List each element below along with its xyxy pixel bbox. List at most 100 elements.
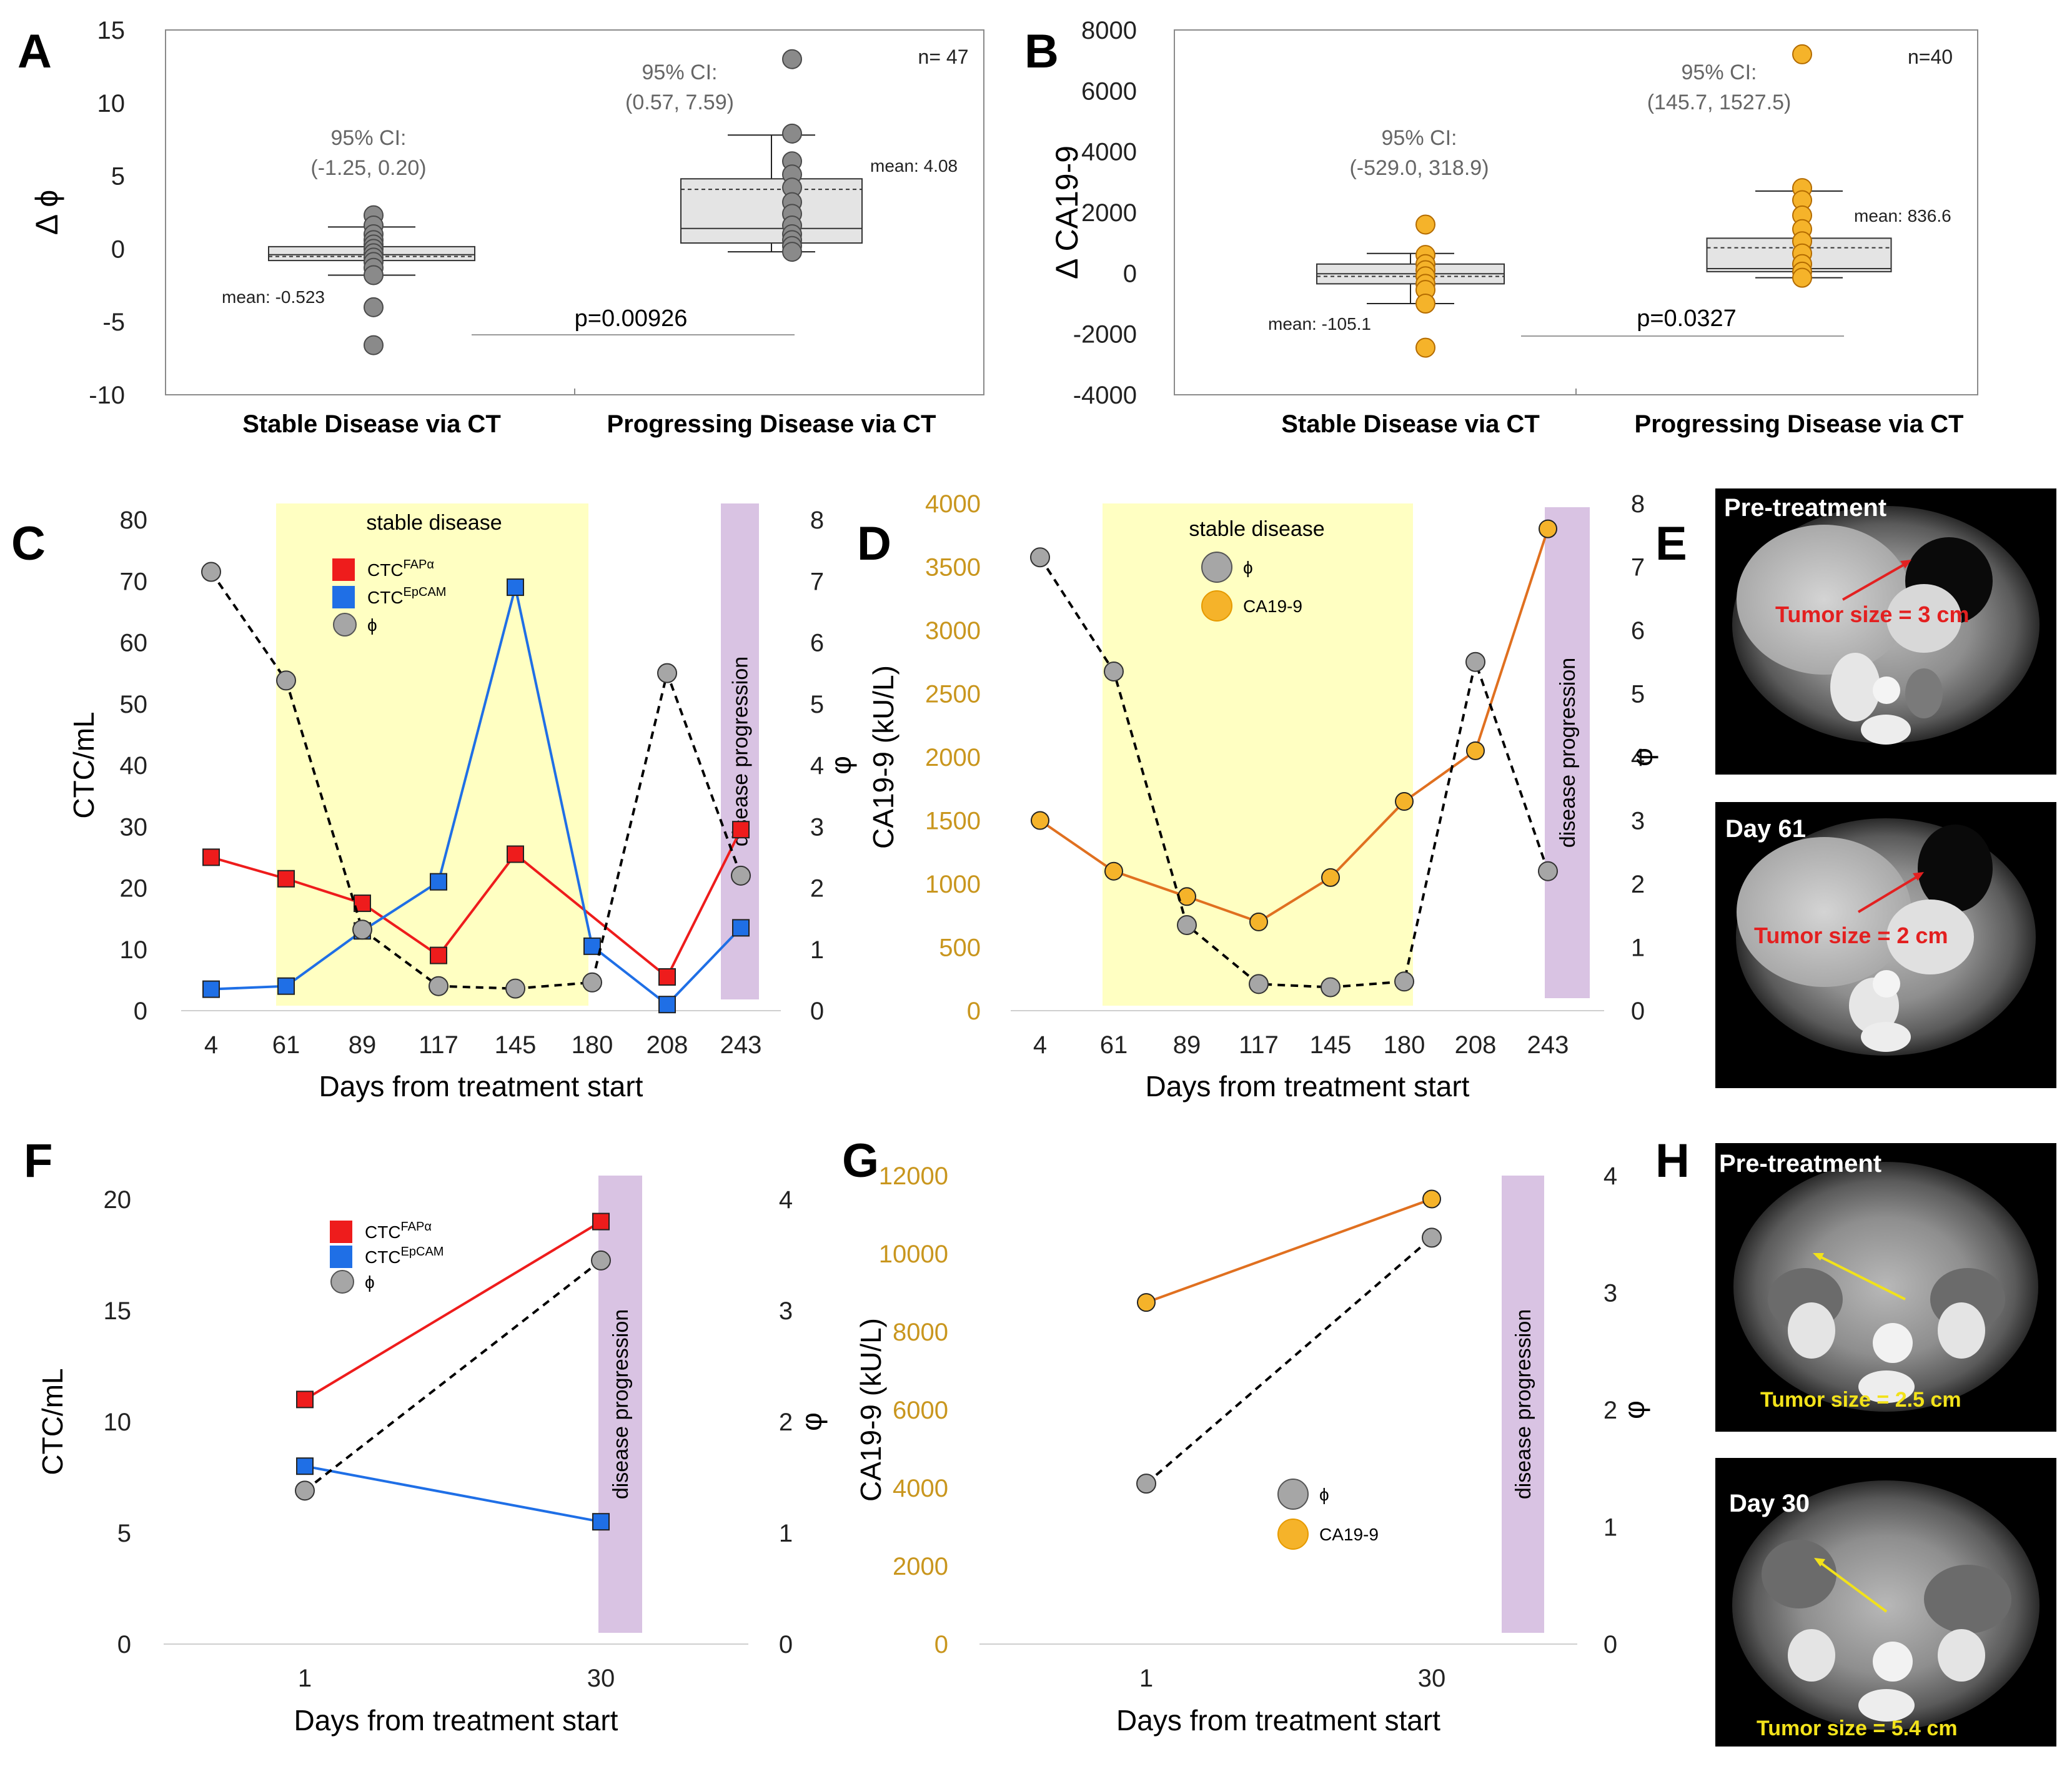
y-tick-label: 2000 [893,1553,948,1580]
ci-title: 95% CI: [642,61,718,84]
y-tick-label: 70 [120,568,148,595]
y-axis-label: CTC/mL [36,1368,69,1475]
data-marker-phi [591,1250,611,1271]
legend-label: ϕ [367,615,377,635]
legend-label-main: ϕ [367,615,377,635]
legend-swatch-phi [1277,1479,1309,1510]
y-tick-label: 1000 [925,871,981,898]
data-marker-phi [1030,547,1050,568]
y2-tick-label: 8 [810,507,824,534]
legend-label: CTCFAPα [365,1220,432,1242]
x-tick-label: 180 [1384,1031,1425,1059]
disease-progression-label: disease progression [1512,1309,1535,1499]
x-tick-label: 1 [298,1665,312,1692]
y2-tick-label: 5 [1631,681,1645,708]
data-marker-ctc-fap [277,870,295,888]
data-point [782,123,802,144]
data-marker-phi [429,976,449,996]
category-label: Progressing Disease via CT [1635,410,1964,438]
chart-g-ca199-timeline: disease progression 0 2000 4000 6000 8000 1000… [855,1162,1650,1737]
y2-tick-label: 0 [779,1631,793,1658]
arrowhead-icon [1814,1558,1825,1567]
legend-label-main: CTC [367,588,404,607]
arrowhead-icon [1913,872,1924,881]
y-tick-label: 2500 [925,681,981,708]
panel-label-e: E [1655,517,1687,570]
y2-tick-label: 2 [1631,871,1645,898]
y-tick-label: 6000 [893,1397,948,1424]
x-tick-label: 208 [1455,1031,1497,1059]
x-tick-label: 243 [1527,1031,1569,1059]
scan-e-bottom-label: Day 61 [1725,815,1806,843]
data-marker-phi [1104,661,1124,681]
legend-label: CTCFAPα [367,558,434,580]
data-marker-ca199 [1104,861,1123,881]
y2-axis-label: φ [1626,748,1658,766]
data-point [1415,294,1435,314]
data-point [364,297,384,317]
legend-label: CA19-9 [1319,1525,1379,1544]
series-line-ctc-fap- [304,1220,602,1401]
data-marker-phi [1249,974,1269,994]
data-marker-phi [1136,1474,1156,1494]
data-point [782,242,802,262]
x-tick-label: 89 [349,1031,377,1059]
mean-label: mean: -105.1 [1268,314,1371,334]
legend-label: ϕ [1243,558,1253,577]
scan-h-bottom-arrow [1818,1560,1888,1613]
scan-h-top-arrow [1817,1254,1906,1301]
x-axis-label: Days from treatment start [294,1704,618,1737]
scan-e-bottom-tumor-size: Tumor size = 2 cm [1754,923,1948,948]
data-marker-phi [1321,977,1341,998]
ci-title: 95% CI: [331,126,407,150]
legend-label: CTCEpCAM [365,1245,444,1267]
y2-tick-label: 2 [779,1409,793,1436]
data-marker-phi [201,562,221,582]
y-tick-label: 10 [104,1409,132,1436]
series-line-ca19-9 [1039,528,1549,924]
y-tick-label: 10 [120,936,148,964]
x-tick-label: 145 [1310,1031,1352,1059]
chart-d-ca199-timeline: stable disease disease progression 0 500 100… [867,490,1658,1103]
data-marker-phi [1394,971,1414,992]
panel-label-b: B [1024,25,1059,78]
data-point [364,265,384,285]
disease-progression-band [1502,1176,1544,1633]
data-marker-phi [1538,861,1558,881]
y-tick-label: 8000 [1081,17,1137,44]
y2-tick-label: 2 [810,875,824,903]
scan-h-top-tumor-size: Tumor size = 2.5 cm [1760,1388,1961,1412]
legend-label: CTCEpCAM [367,585,446,607]
scan-h-bottom-tumor-size: Tumor size = 5.4 cm [1757,1717,1958,1740]
y-tick-label: 15 [104,1297,132,1325]
x-tick-label: 243 [720,1031,762,1059]
legend-label-main: ϕ [1243,558,1253,577]
data-marker-ctc-fap [507,845,524,863]
stable-disease-label: stable disease [1189,517,1324,541]
legend-swatch-ctc-epcam [330,1246,352,1268]
panel-label-c: C [11,517,46,570]
y-axis-label: CTC/mL [67,711,100,818]
y-tick-label: 2000 [1081,199,1137,227]
data-marker-ctc-epcam [296,1457,314,1475]
y-tick-label: 4000 [1081,139,1137,166]
legend-swatch-ca199 [1201,590,1232,622]
legend-label-main: ϕ [1319,1485,1329,1504]
series-line-- [210,571,742,990]
y2-tick-label: 7 [810,568,824,595]
data-marker-ca199 [1395,792,1414,811]
y-tick-label: 10000 [879,1241,948,1268]
scan-h-pretreatment: Pre-treatment Tumor size = 2.5 cm [1715,1143,2056,1432]
x-tick-label: 89 [1173,1031,1201,1059]
y-tick-label: 30 [120,813,148,841]
mean-label: mean: 4.08 [870,156,958,176]
x-tick-label: 61 [1100,1031,1128,1059]
data-marker-phi [352,919,372,940]
y-axis-label: CA19-9 (kU/L) [855,1318,887,1502]
data-marker-ctc-fap [658,968,676,986]
disease-progression-label: disease progression [1556,658,1580,848]
ci-title: 95% CI: [1382,126,1457,150]
stable-disease-label: stable disease [366,511,502,535]
data-marker-phi [1465,652,1485,672]
y2-axis-label: φ [795,1412,828,1431]
